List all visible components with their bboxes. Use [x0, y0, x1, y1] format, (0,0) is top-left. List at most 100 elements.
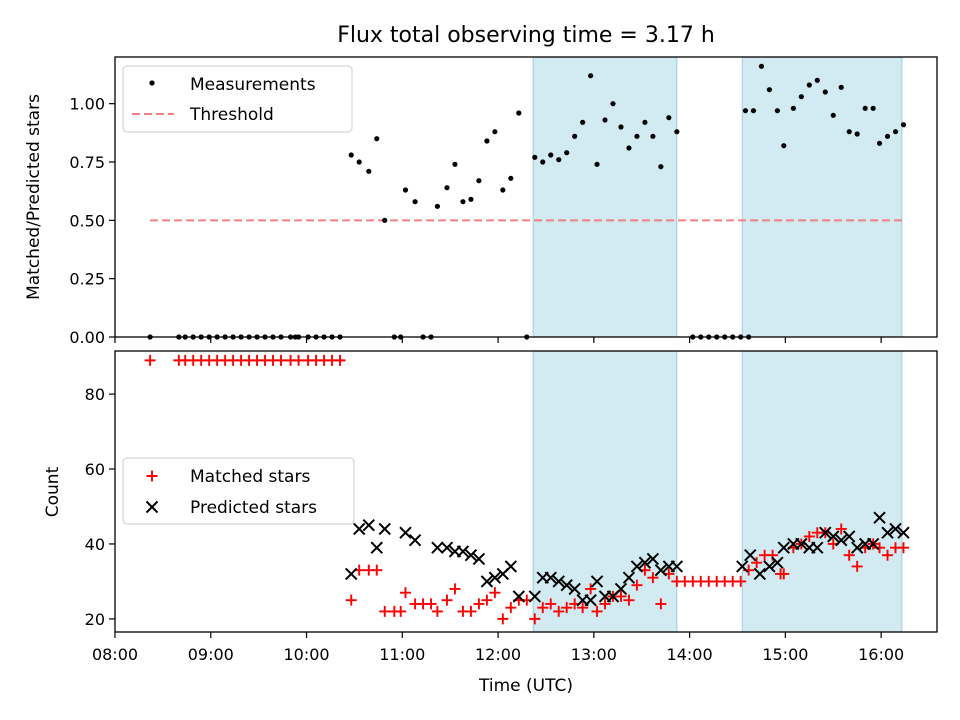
bottom-x-tick-label: 14:00: [667, 645, 713, 664]
bottom-x-tick-label: 11:00: [379, 645, 425, 664]
predicted-star-point: [352, 522, 366, 536]
predicted-star-point: [843, 530, 856, 543]
matched-star-point: [647, 572, 659, 584]
measurement-point: [434, 203, 441, 209]
matched-star-point: [395, 605, 407, 617]
matched-star-point: [505, 602, 517, 614]
measurement-point: [500, 187, 506, 193]
bottom-x-tick-label: 13:00: [571, 645, 617, 664]
measurement-point: [750, 108, 757, 114]
legend-measurements-label: Measurements: [190, 75, 316, 95]
matched-star-point: [882, 549, 894, 561]
measurement-point: [798, 94, 804, 100]
predicted-star-point: [488, 571, 502, 584]
predicted-star-point: [795, 537, 808, 551]
matched-star-point: [529, 613, 541, 625]
measurement-point: [402, 187, 409, 193]
predicted-star-point: [819, 526, 832, 539]
matched-star-point: [334, 354, 346, 366]
measurement-point: [460, 199, 466, 205]
measurement-point: [594, 161, 600, 167]
measurement-point: [876, 140, 883, 146]
matched-star-point: [751, 557, 763, 569]
legend-predicted-label: Predicted stars: [190, 498, 317, 518]
matched-star-point: [553, 605, 565, 617]
bottom-y-axis-label: Count: [43, 466, 63, 517]
matched-star-point: [497, 613, 509, 625]
matched-star-point: [561, 602, 573, 614]
predicted-star-point: [622, 571, 636, 584]
matched-star-point: [425, 598, 437, 610]
top-axes-frame: [114, 56, 938, 338]
bottom-y-tick-label: 20: [85, 610, 105, 629]
predicted-star-point: [850, 541, 864, 554]
matched-star-point: [897, 542, 909, 554]
measurement-point: [540, 159, 546, 165]
predicted-star-point: [345, 567, 358, 581]
matched-star-point: [431, 605, 443, 617]
measurement-point: [658, 164, 664, 170]
measurement-point: [846, 129, 852, 135]
predicted-star-point: [736, 560, 749, 573]
matched-star-point: [379, 605, 391, 617]
bottom-x-tick-label: 08:00: [92, 645, 138, 664]
measurement-point: [444, 185, 450, 191]
predicted-star-point: [560, 578, 573, 592]
top-observing-window: [532, 56, 678, 338]
predicted-star-point: [399, 526, 412, 539]
measurement-point: [374, 136, 380, 142]
measurement-point: [766, 87, 773, 93]
measurement-point: [862, 105, 868, 111]
predicted-star-point: [512, 590, 526, 603]
predicted-star-point: [408, 533, 422, 547]
predicted-star-point: [811, 541, 824, 554]
predicted-star-point: [504, 560, 518, 573]
predicted-star-point: [440, 541, 454, 554]
matched-star-point: [465, 605, 477, 617]
predicted-star-point: [753, 567, 767, 581]
measurement-point: [356, 159, 362, 165]
measurement-point: [806, 82, 812, 88]
matched-star-point: [537, 602, 549, 614]
measurement-point: [854, 131, 860, 137]
measurement-point: [382, 217, 388, 223]
predicted-star-point: [480, 575, 494, 588]
top-y-tick-label: 1.00: [69, 95, 105, 114]
predicted-star-point: [835, 533, 848, 547]
bottom-x-tick-label: 16:00: [858, 645, 904, 664]
measurement-point: [870, 105, 876, 111]
measurement-point: [564, 150, 570, 156]
predicted-star-point: [584, 593, 597, 607]
measurement-point: [348, 152, 354, 158]
measurement-point: [412, 199, 418, 205]
predicted-star-point: [614, 582, 628, 596]
matched-star-point: [577, 602, 589, 614]
measurement-point: [626, 145, 632, 151]
predicted-star-point: [744, 548, 757, 562]
bottom-y-tick-label: 80: [85, 385, 105, 404]
predicted-star-point: [670, 560, 684, 573]
top-y-tick-label: 0.50: [69, 211, 105, 230]
predicted-star-point: [881, 526, 894, 539]
predicted-star-point: [638, 556, 652, 569]
predicted-star-point: [646, 552, 660, 566]
measurement-point: [666, 115, 672, 121]
measurement-point: [674, 129, 680, 135]
measurement-point: [556, 157, 562, 163]
predicted-star-point: [763, 560, 776, 573]
measurement-point: [742, 108, 749, 114]
measurement-point: [602, 117, 608, 123]
measurement-point: [508, 175, 514, 181]
matched-star-point: [441, 594, 453, 606]
measurement-point: [572, 133, 578, 139]
measurement-point: [892, 129, 899, 135]
legend-measurements-marker: [149, 80, 155, 86]
predicted-star-point: [771, 556, 784, 569]
measurement-point: [814, 77, 820, 83]
measurement-point: [468, 196, 474, 202]
matched-star-point: [851, 560, 863, 572]
matched-star-point: [399, 587, 411, 599]
measurement-point: [884, 133, 891, 139]
measurement-point: [758, 63, 765, 69]
measurement-point: [774, 108, 780, 114]
